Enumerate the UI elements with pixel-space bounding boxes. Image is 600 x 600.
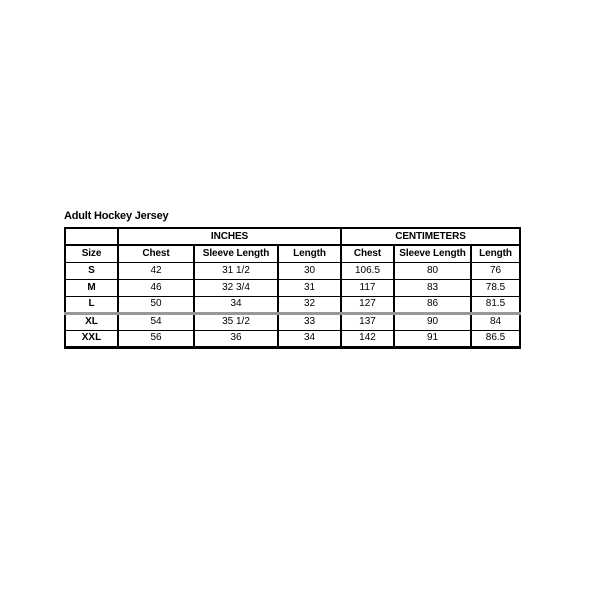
size-cell: XXL <box>64 329 119 348</box>
corner-empty-cell <box>64 227 119 246</box>
table-row-xl: XL 54 35 1/2 33 137 90 84 <box>64 311 522 331</box>
table-cell: 127 <box>340 295 395 314</box>
table-cell: 31 <box>277 278 342 297</box>
column-header-length-cm: Length <box>469 244 522 263</box>
table-cell: 86.5 <box>469 329 522 348</box>
group-header-row: INCHES CENTIMETERS <box>64 227 522 246</box>
size-cell: S <box>64 261 119 280</box>
table-cell: 46 <box>117 278 195 297</box>
column-header-chest-cm: Chest <box>340 244 395 263</box>
table-cell: 106.5 <box>340 261 395 280</box>
size-chart-title: Adult Hockey Jersey <box>64 210 169 222</box>
table-cell: 34 <box>277 329 342 348</box>
column-header-chest-in: Chest <box>117 244 195 263</box>
group-header-inches: INCHES <box>117 227 342 246</box>
table-row-l: L 50 34 32 127 86 81.5 <box>64 295 522 314</box>
table-cell: 80 <box>393 261 472 280</box>
table-cell: 91 <box>393 329 472 348</box>
table-row-m: M 46 32 3/4 31 117 83 78.5 <box>64 278 522 297</box>
size-cell: M <box>64 278 119 297</box>
group-header-centimeters: CENTIMETERS <box>339 227 522 246</box>
table-cell: 117 <box>340 278 395 297</box>
table-cell: 35 1/2 <box>193 311 279 331</box>
table-cell: 83 <box>393 278 472 297</box>
column-header-size: Size <box>64 244 119 263</box>
table-cell: 137 <box>340 311 395 331</box>
column-header-sleeve-length-in: Sleeve Length <box>193 244 279 263</box>
table-cell: 76 <box>469 261 522 280</box>
table-cell: 142 <box>340 329 395 348</box>
size-cell: XL <box>64 311 119 331</box>
table-cell: 50 <box>117 295 195 314</box>
column-header-length-in: Length <box>277 244 342 263</box>
table-cell: 42 <box>117 261 195 280</box>
table-cell: 86 <box>393 295 472 314</box>
table-cell: 34 <box>193 295 279 314</box>
table-cell: 30 <box>277 261 342 280</box>
table-row-xxl: XXL 56 36 34 142 91 86.5 <box>64 329 522 348</box>
table-cell: 81.5 <box>469 295 522 314</box>
table-cell: 32 <box>277 295 342 314</box>
table-cell: 84 <box>469 311 522 331</box>
table-cell: 56 <box>117 329 195 348</box>
table-cell: 90 <box>393 311 472 331</box>
table-cell: 32 3/4 <box>193 278 279 297</box>
table-cell: 33 <box>277 311 342 331</box>
table-cell: 54 <box>117 311 195 331</box>
table-cell: 78.5 <box>469 278 522 297</box>
table-row-s: S 42 31 1/2 30 106.5 80 76 <box>64 261 522 280</box>
table-cell: 36 <box>193 329 279 348</box>
table-cell: 31 1/2 <box>193 261 279 280</box>
column-header-row: Size Chest Sleeve Length Length Chest Sl… <box>64 244 522 263</box>
size-cell: L <box>64 295 119 314</box>
size-chart-table: INCHES CENTIMETERS Size Chest Sleeve Len… <box>64 227 522 349</box>
column-header-sleeve-length-cm: Sleeve Length <box>393 244 472 263</box>
